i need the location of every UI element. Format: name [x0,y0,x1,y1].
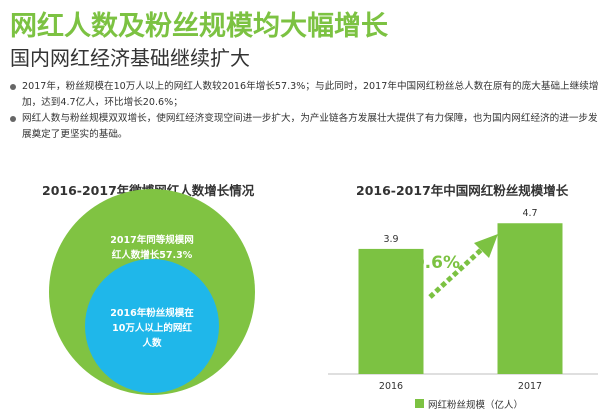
inner-label-line: 2016年粉丝规模在 [110,307,194,319]
bullet-item: 2017年，粉丝规模在10万人以上的网红人数较2016年增长57.3%；与此同时… [8,79,606,111]
legend-swatch [415,399,424,408]
x-tick-label: 2016 [379,381,403,392]
bar-value-label: 3.9 [383,234,398,245]
bullet-text: 网红人数与粉丝规模双双增长，使网红经济变现空间进一步扩大，为产业链各方发展壮大提… [22,113,598,140]
bullet-dot-icon [10,116,16,122]
bar-chart: 3.9 2016 4.7 2017 [328,208,598,392]
bullet-item: 网红人数与粉丝规模双双增长，使网红经济变现空间进一步扩大，为产业链各方发展壮大提… [8,111,606,143]
page-subtitle: 国内网红经济基础继续扩大 [10,46,250,70]
bar-value-label: 4.7 [522,208,537,219]
bar-2017 [497,223,563,374]
legend-label: 网红粉丝规模（亿人） [428,399,523,411]
growth-arrow-line [428,247,484,299]
bar-chart-title: 2016-2017年中国网红粉丝规模增长 [356,183,569,198]
page-title: 网红人数及粉丝规模均大幅增长 [10,11,388,42]
x-tick-label: 2017 [518,381,542,392]
bullet-text: 2017年，粉丝规模在10万人以上的网红人数较2016年增长57.3%；与此同时… [22,81,599,108]
bullet-list: 2017年，粉丝规模在10万人以上的网红人数较2016年增长57.3%；与此同时… [8,79,606,143]
outer-label-line: 2017年同等规模网 [110,234,193,246]
inner-circle [85,259,219,393]
growth-annotation: 20.6% [401,253,460,273]
bullet-dot-icon [10,84,16,90]
growth-arrow-head-icon [474,234,498,258]
inner-label-line: 10万人以上的网红 [112,322,192,334]
inner-label-line: 人数 [142,337,162,349]
bar-2016 [358,248,424,374]
outer-label-line: 红人数增长57.3% [112,249,193,261]
